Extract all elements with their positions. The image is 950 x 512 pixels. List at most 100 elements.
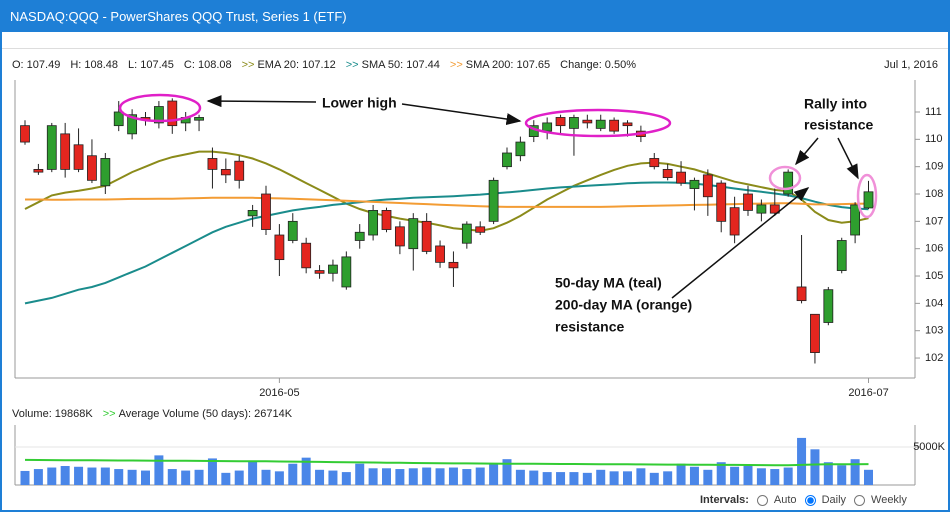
volume-bar [301, 457, 311, 485]
interval-option[interactable]: Auto [773, 494, 797, 506]
info-item: H: 108.48 [70, 59, 119, 71]
volume-bar [556, 472, 566, 485]
volume-bar [328, 470, 338, 485]
volume-bar [623, 471, 632, 485]
candle-body [274, 234, 285, 261]
y-tick-label: 104 [925, 297, 943, 309]
volume-bar [850, 459, 860, 485]
volume-bar [368, 468, 378, 485]
candle-body [475, 226, 486, 233]
candle-body [394, 226, 405, 247]
info-item: SMA 50: 107.44 [361, 59, 440, 71]
candle-body [234, 160, 245, 181]
window-title: NASDAQ:QQQ - PowerShares QQQ Trust, Seri… [2, 2, 948, 32]
arrow [795, 137, 819, 166]
candle-body [33, 168, 44, 173]
arrow [401, 103, 522, 126]
volume-info: Volume: 19868K >> Average Volume (50 days)… [12, 408, 302, 420]
volume-bar [194, 469, 204, 485]
volume-bar [569, 472, 579, 485]
candle-body [341, 256, 352, 288]
candle-body [836, 240, 847, 271]
info-item: EMA 20: 107.12 [257, 59, 336, 71]
candle-body [435, 245, 445, 263]
y-tick-label: 107 [925, 215, 943, 227]
interval-radio[interactable] [756, 494, 768, 506]
candle-body [127, 114, 138, 135]
volume-bar [234, 470, 244, 485]
volume-bar [355, 463, 365, 485]
candle-body [769, 204, 780, 214]
volume-bar [810, 449, 820, 485]
candle-body [100, 158, 111, 187]
volume-bar [154, 455, 164, 485]
legend-marker: >> [102, 408, 116, 420]
y-tick-label: 110 [925, 133, 943, 145]
volume-bar [636, 468, 646, 485]
volume-bar [770, 469, 780, 485]
candle-body [314, 270, 325, 274]
ma-line [25, 196, 869, 208]
arrow [837, 137, 859, 180]
interval-option[interactable]: Daily [821, 494, 847, 506]
candle-body [207, 158, 218, 170]
candle-body [368, 210, 379, 236]
y-tick-label: 105 [925, 270, 943, 282]
volume-bar [248, 460, 258, 485]
volume-bar [783, 467, 793, 485]
volume-bar [823, 462, 833, 485]
interval-radio[interactable] [804, 494, 816, 506]
candle-body [247, 210, 258, 217]
legend-marker: >> [241, 59, 255, 71]
volume-bar [515, 469, 525, 485]
candle-body [796, 286, 807, 302]
volume-bar [448, 467, 458, 485]
highlight-ellipse [524, 108, 672, 138]
info-item: O: 107.49 [12, 59, 61, 71]
candle-body [743, 193, 753, 211]
volume-bar [649, 472, 659, 485]
interval-radio[interactable] [854, 494, 866, 506]
y-tick-label: 106 [925, 243, 943, 255]
candle-body [729, 207, 740, 236]
volume-bar [395, 469, 405, 485]
volume-bar [87, 467, 97, 485]
legend-marker: >> [345, 59, 359, 71]
candle-body [582, 119, 593, 124]
volume-bar [663, 471, 673, 485]
ma-line [24, 150, 869, 232]
volume-bar [20, 470, 30, 485]
candle-body [595, 119, 606, 129]
arrows [206, 95, 859, 299]
annotation: resistance [804, 117, 873, 133]
info-item: SMA 200: 107.65 [465, 59, 551, 71]
volume-bar [408, 468, 418, 485]
candle-body [810, 313, 820, 353]
candle-body [716, 182, 727, 222]
candle-body [756, 204, 767, 214]
candle-body [649, 158, 660, 168]
volume-bar [542, 472, 552, 485]
candle-body [60, 133, 71, 170]
candle-body [461, 223, 472, 244]
volume-bar [114, 469, 124, 485]
y-tick-label: 111 [925, 106, 942, 118]
highlight-ellipse [118, 93, 202, 123]
volume-bar [529, 470, 539, 485]
volume-bar [676, 463, 686, 485]
volume-bar [475, 467, 485, 485]
info-item: Change: 0.50% [560, 59, 636, 71]
candle-body [569, 117, 579, 129]
candle-body [689, 179, 700, 189]
interval-option[interactable]: Weekly [871, 494, 907, 506]
candle-body [301, 242, 312, 269]
candle-body [448, 261, 459, 269]
y-tick-label: 5000K [913, 441, 945, 453]
candle-body [676, 171, 686, 184]
volume-bar [689, 466, 699, 485]
volume-bar [797, 437, 807, 485]
volume-bar [341, 472, 351, 485]
volume-bar [716, 462, 726, 485]
